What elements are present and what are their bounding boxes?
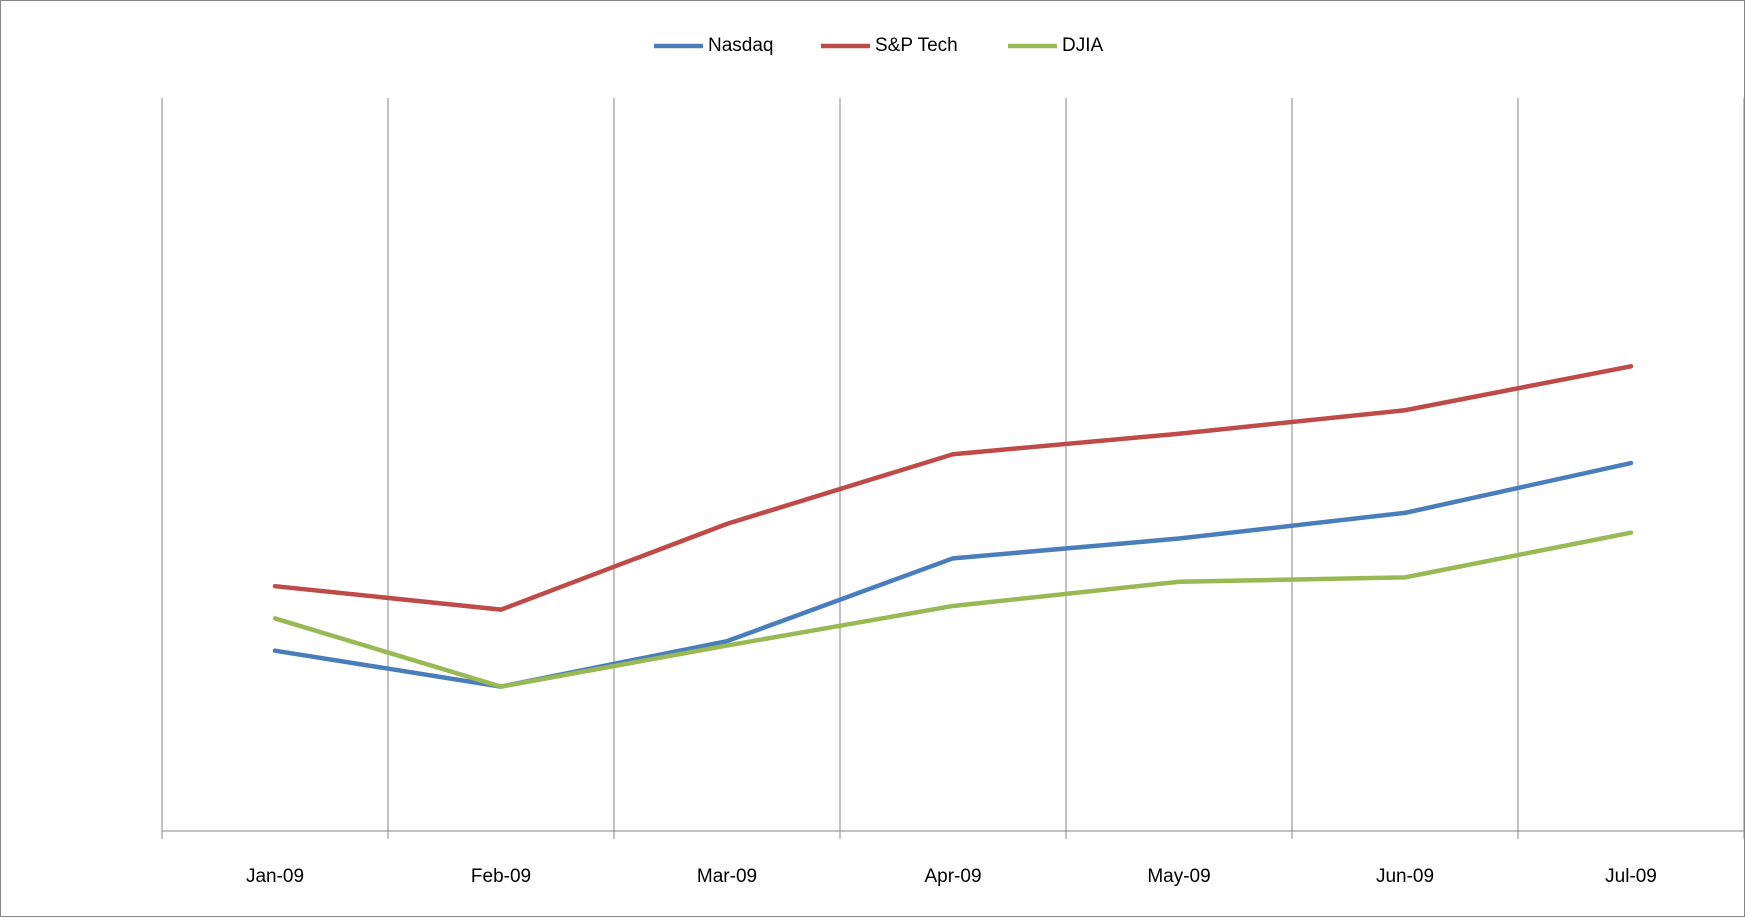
legend-label: DJIA (1062, 35, 1104, 56)
legend-label: Nasdaq (708, 35, 774, 56)
x-tick-label: Jul-09 (1605, 866, 1657, 887)
x-tick-label: Feb-09 (471, 866, 531, 887)
series-line (272, 530, 1634, 689)
series-line (272, 364, 1634, 612)
legend-label: S&P Tech (875, 35, 958, 56)
x-tick-label: Mar-09 (697, 866, 757, 887)
x-tick-label: May-09 (1147, 866, 1210, 887)
x-tick-label: Jun-09 (1376, 866, 1434, 887)
x-tick-label: Apr-09 (924, 866, 981, 887)
x-tick-label: Jan-09 (246, 866, 304, 887)
